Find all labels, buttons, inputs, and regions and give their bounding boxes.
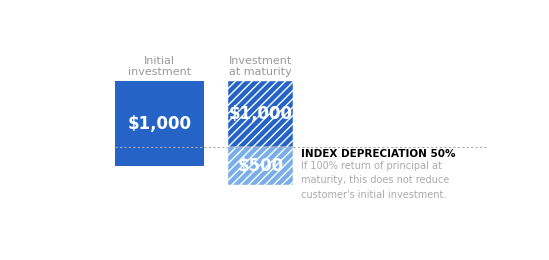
Bar: [115, 81, 204, 166]
Text: Initial
investment: Initial investment: [128, 56, 191, 77]
Text: $1,000: $1,000: [228, 105, 293, 123]
Bar: [227, 81, 293, 147]
Text: $500: $500: [237, 157, 283, 175]
Text: If 100% return of principal at
maturity, this does not reduce
customer's initial: If 100% return of principal at maturity,…: [301, 161, 450, 200]
Bar: [227, 147, 293, 185]
Text: $1,000: $1,000: [128, 115, 192, 133]
Text: INDEX DEPRECIATION 50%: INDEX DEPRECIATION 50%: [301, 149, 456, 159]
Text: Investment
at maturity: Investment at maturity: [229, 56, 292, 77]
